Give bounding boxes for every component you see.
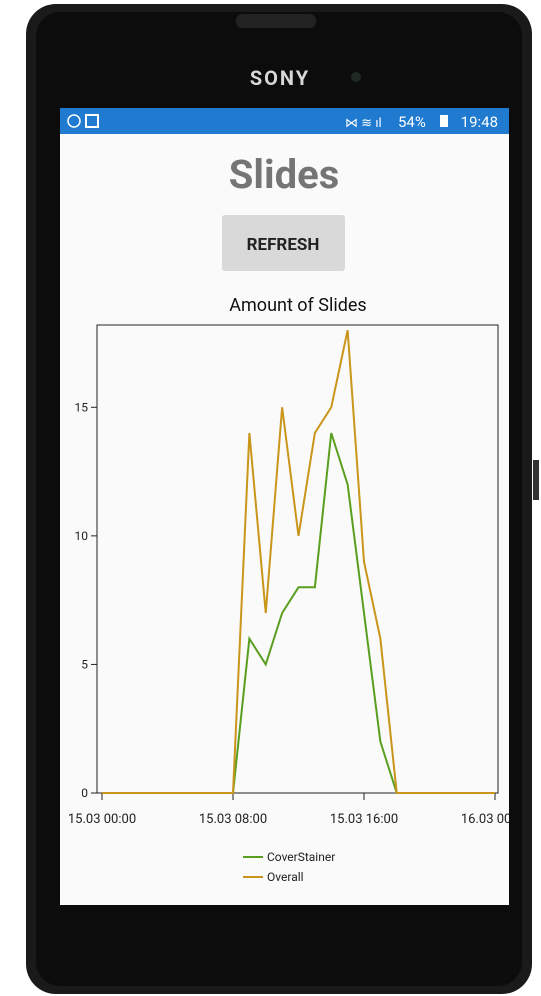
side-button [533, 460, 539, 500]
signal-icons: ⋈ ≋ ıl [345, 116, 382, 131]
y-tick-label: 10 [75, 529, 89, 543]
phone: SONY ⋈ ≋ ıl 54% 19:48 Slides REFRESH Amo… [0, 0, 541, 996]
x-tick-label: 15.03 00:00 [68, 812, 136, 827]
battery: 54% [398, 113, 426, 131]
y-tick-label: 0 [81, 786, 88, 800]
camera [351, 72, 361, 82]
brand: SONY [250, 66, 310, 90]
legend-label: CoverStainer [267, 850, 335, 864]
y-tick-label: 15 [75, 400, 89, 414]
refresh-label: REFRESH [247, 235, 320, 255]
speaker [236, 14, 316, 28]
chart-title: Amount of Slides [229, 295, 366, 316]
clock: 19:48 [461, 113, 498, 131]
screenshot: SONY ⋈ ≋ ıl 54% 19:48 Slides REFRESH Amo… [0, 0, 541, 996]
x-tick-label: 15.03 08:00 [199, 812, 267, 827]
x-tick-label: 15.03 16:00 [330, 812, 398, 827]
app-title: Slides [229, 151, 339, 198]
legend-label: Overall [267, 870, 304, 884]
battery-icon [440, 115, 448, 127]
y-tick-label: 5 [81, 657, 88, 671]
